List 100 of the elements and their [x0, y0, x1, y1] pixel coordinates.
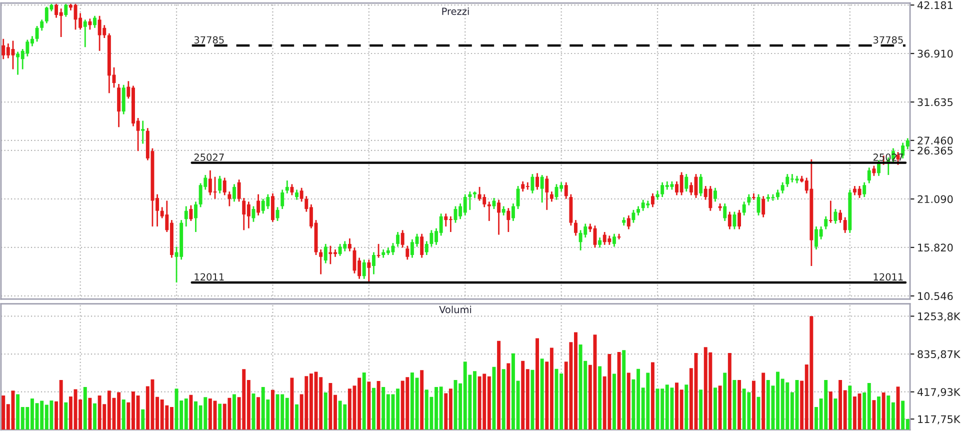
text: 37785 — [873, 36, 903, 44]
candlestick — [742, 200, 746, 216]
chart-title: Volumi — [439, 306, 472, 314]
candlestick — [141, 120, 145, 144]
bar — [232, 394, 236, 430]
bar — [540, 358, 544, 430]
candlestick — [728, 211, 732, 230]
candlestick — [88, 18, 92, 30]
candlestick — [699, 173, 703, 197]
candlestick — [752, 192, 756, 200]
bar — [738, 380, 742, 430]
candlestick — [194, 200, 198, 233]
bar — [877, 396, 880, 430]
candlestick — [497, 199, 501, 236]
candlestick — [762, 195, 766, 218]
candlestick — [396, 231, 400, 248]
candlestick — [228, 190, 232, 207]
candlestick — [122, 84, 126, 115]
bar — [372, 388, 376, 430]
candlestick — [545, 175, 549, 211]
bar — [256, 397, 260, 430]
bar — [872, 400, 876, 430]
bar — [622, 350, 626, 430]
bar — [492, 366, 496, 430]
candlestick — [612, 233, 616, 248]
candlestick — [684, 173, 688, 192]
bar — [367, 382, 371, 430]
candlestick — [877, 160, 880, 177]
candlestick — [564, 182, 568, 200]
ref-line-label: 37785 — [194, 36, 224, 44]
y-tick-label: 117,75K — [918, 415, 960, 424]
bar — [828, 392, 832, 430]
bar — [762, 372, 766, 430]
bar — [420, 370, 424, 430]
candlestick — [300, 187, 304, 202]
bar — [530, 370, 534, 430]
candlestick — [218, 175, 222, 194]
candlestick — [506, 207, 510, 233]
candlestick — [492, 197, 496, 210]
candlestick — [420, 233, 424, 258]
candlestick — [502, 206, 506, 216]
candlestick — [319, 248, 323, 275]
candlestick — [530, 173, 534, 194]
bar — [497, 340, 501, 430]
y-tick-label: 417,93K — [917, 388, 960, 398]
bar — [723, 372, 727, 430]
candlestick — [574, 219, 578, 236]
candlestick — [290, 183, 294, 196]
bar — [88, 398, 92, 430]
bar — [752, 380, 756, 430]
y-tick-label: 835,87K — [918, 350, 960, 360]
candlestick — [400, 229, 404, 248]
bar — [290, 378, 294, 430]
bar — [141, 409, 145, 430]
candlestick — [834, 208, 838, 224]
bar — [506, 363, 510, 430]
candlestick — [732, 211, 736, 230]
candlestick — [376, 243, 380, 258]
candlestick — [285, 180, 289, 194]
bar — [218, 404, 222, 430]
bar — [612, 374, 616, 430]
candlestick — [650, 192, 654, 208]
candlestick — [348, 238, 352, 252]
bar — [598, 366, 602, 430]
candlestick — [540, 174, 544, 204]
candlestick — [270, 192, 274, 223]
bar — [93, 403, 96, 430]
candlestick — [64, 3, 68, 18]
candlestick — [626, 214, 630, 230]
candlestick — [756, 194, 760, 216]
bar — [732, 380, 736, 430]
candlestick — [776, 188, 780, 200]
bar — [714, 388, 717, 430]
candlestick — [636, 206, 640, 216]
y-tick-label: 36.910 — [918, 50, 953, 58]
bar — [502, 369, 506, 430]
candlestick — [723, 202, 727, 222]
bar — [626, 372, 630, 430]
bar — [122, 399, 126, 430]
candlestick — [714, 187, 717, 202]
candlestick — [324, 243, 328, 264]
candlestick — [824, 216, 828, 230]
candlestick — [632, 209, 636, 224]
y-tick-label: 42.181 — [917, 1, 952, 10]
bar — [882, 392, 886, 430]
y-tick-label: 27.460 — [918, 136, 953, 145]
candlestick — [256, 194, 260, 216]
candlestick — [511, 202, 515, 222]
bar — [617, 352, 621, 430]
bar — [684, 384, 688, 430]
bar — [699, 390, 703, 430]
candlestick — [424, 240, 428, 256]
candlestick — [280, 188, 284, 210]
candlestick — [276, 206, 280, 222]
bar — [64, 402, 68, 430]
candlestick — [843, 216, 847, 234]
bar — [834, 398, 838, 430]
candlestick — [362, 258, 366, 280]
candlestick — [367, 258, 371, 284]
candlestick — [222, 177, 226, 196]
